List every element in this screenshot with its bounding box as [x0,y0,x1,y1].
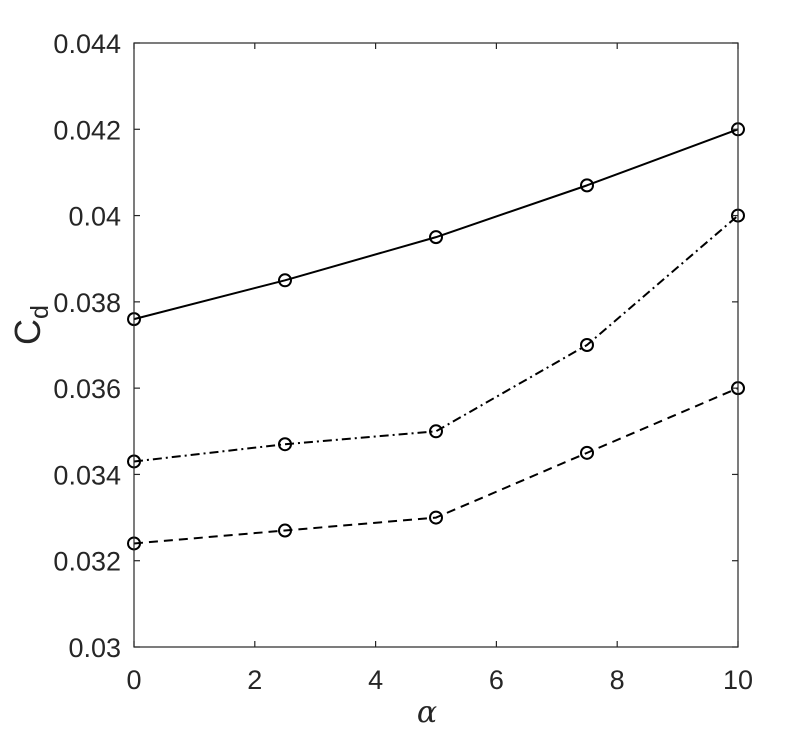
series-2-line [133,214,739,463]
y-tick-label: 0.044 [53,29,121,59]
y-tick-label: 0.034 [53,460,121,490]
series-3-point [429,510,443,525]
y-tick-label: 0.038 [53,288,121,318]
x-tick-label: 4 [368,665,383,695]
y-tick-label: 0.032 [53,547,121,577]
x-tick-label: 2 [247,665,262,695]
y-axis-label: Cd [7,305,54,345]
series-layer [127,122,745,551]
series-1-point [429,230,443,245]
axes-layer [133,42,739,648]
y-tick-label: 0.042 [53,115,121,145]
series-3-point [580,445,594,460]
x-tick-label: 10 [723,665,753,695]
y-tick-label: 0.036 [53,374,121,404]
y-tick-label: 0.04 [68,202,121,232]
y-tick-label: 0.03 [68,633,121,663]
plot-area [134,43,738,647]
x-tick-label: 6 [489,665,504,695]
y-axis-label-main: C [7,319,48,345]
series-1-point [278,273,292,288]
series-2-point [278,437,292,452]
series-3-line [133,387,739,545]
series-3-point [278,523,292,538]
series-2-point [580,338,594,352]
series-2-point [429,424,443,439]
tick-label-layer: 0 2 4 6 8 10 0.03 0.032 0.034 0.036 0.038 0.04 0.042… [53,29,753,695]
axes-frame [133,42,739,648]
series-1-line [133,128,739,321]
x-tick-label: 8 [610,665,625,695]
y-axis-label-subscript: d [26,305,54,319]
x-axis-label: α [417,695,437,730]
x-tick-label: 0 [126,665,141,695]
series-1-point [580,178,594,193]
